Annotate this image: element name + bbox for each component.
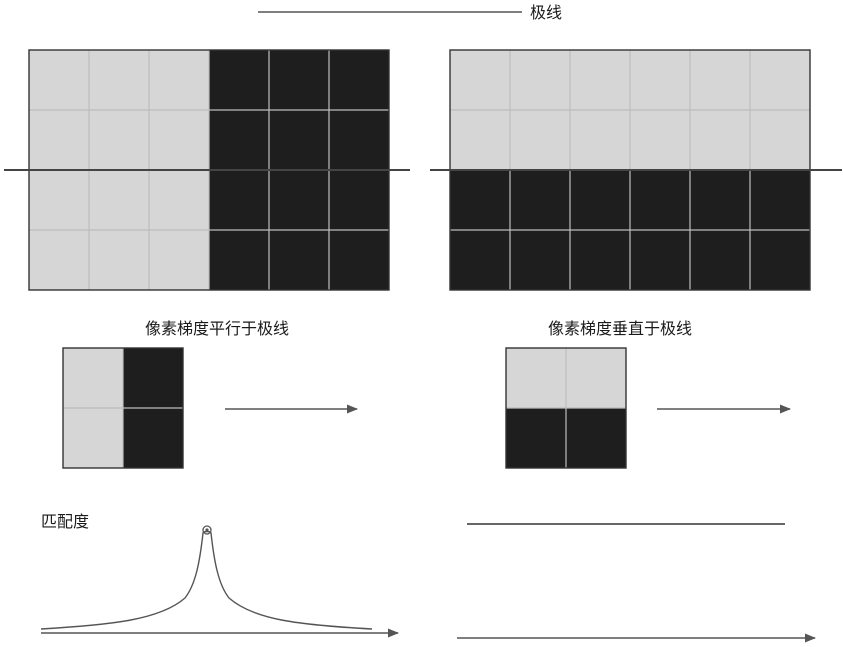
epipolar-label: 极线 xyxy=(530,3,562,22)
parallel-caption: 像素梯度平行于极线 xyxy=(145,319,289,338)
match-peak-curve xyxy=(40,530,373,630)
match-label: 匹配度 xyxy=(41,512,89,531)
parallel-gradient-patch xyxy=(62,347,184,469)
match-peak-dot xyxy=(205,528,209,532)
perpendicular-caption: 像素梯度垂直于极线 xyxy=(548,319,692,338)
perpendicular-gradient-patch xyxy=(505,347,627,469)
match-peak-marker xyxy=(202,525,212,535)
